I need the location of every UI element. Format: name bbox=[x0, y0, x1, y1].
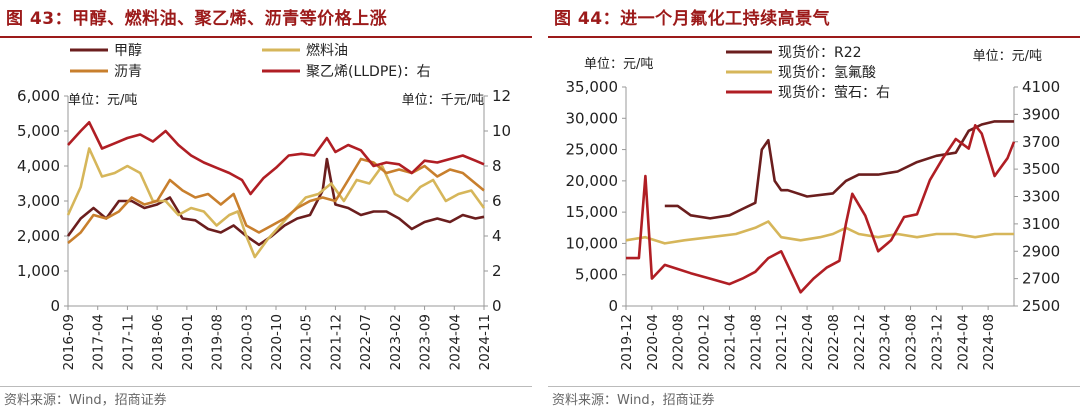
x-tick-label: 2017-04 bbox=[91, 314, 107, 370]
series-line bbox=[67, 157, 485, 245]
x-tick-label: 2024-04 bbox=[955, 314, 971, 370]
source-rule bbox=[548, 386, 1080, 387]
y-tick-label-right: 3900 bbox=[1022, 105, 1060, 123]
chart-methanol-fueloil-lldpe-asphalt: 0 1,000 2,000 3,000 4,000 5,000 6,000 0 2 4 6 8 10 12… bbox=[17, 42, 511, 370]
left-unit-label: 单位：元/吨 bbox=[584, 57, 653, 72]
y-tick-label-left: 4,000 bbox=[17, 157, 60, 175]
chart-panel-left: 图 43：甲醇、燃料油、聚乙烯、沥青等价格上涨 0 1,000 2,000 3,000… bbox=[0, 0, 532, 411]
y-tick-label-left: 15,000 bbox=[566, 203, 619, 221]
y-tick-label-right: 10 bbox=[492, 122, 511, 140]
title-rule bbox=[548, 36, 1080, 38]
y-tick-label-left: 25,000 bbox=[566, 141, 619, 159]
y-tick-label-right: 12 bbox=[492, 87, 511, 105]
chart-title: 图 44：进一个月氟化工持续高景气 bbox=[554, 9, 831, 29]
x-tick-label: 2023-04 bbox=[878, 314, 894, 370]
source-rule bbox=[0, 386, 532, 387]
legend-label: 甲醇 bbox=[114, 42, 142, 59]
x-tick-label: 2023-08 bbox=[904, 314, 920, 370]
y-tick-label-right: 3300 bbox=[1022, 188, 1060, 206]
legend-label: 现货价：萤石：右 bbox=[778, 84, 890, 101]
y-tick-label-right: 2900 bbox=[1022, 242, 1060, 260]
y-tick-label-right: 4 bbox=[492, 227, 502, 245]
x-tick-label: 2016-09 bbox=[61, 314, 77, 370]
x-tick-label: 2017-11 bbox=[120, 314, 136, 370]
y-tick-label-right: 3700 bbox=[1022, 133, 1060, 151]
series-line bbox=[67, 121, 485, 196]
x-tick-label: 2020-12 bbox=[697, 314, 713, 370]
y-tick-label-right: 2 bbox=[492, 262, 502, 280]
left-unit-label: 单位：元/吨 bbox=[68, 93, 137, 108]
y-tick-label-right: 2500 bbox=[1022, 297, 1060, 315]
right-unit-label: 单位：元/吨 bbox=[973, 49, 1042, 64]
y-tick-label-left: 20,000 bbox=[566, 172, 619, 190]
x-tick-label: 2023-02 bbox=[388, 314, 404, 370]
x-tick-label: 2018-06 bbox=[150, 314, 166, 370]
title-rule bbox=[0, 36, 532, 38]
y-tick-label-right: 3100 bbox=[1022, 215, 1060, 233]
chart-fluorochemical-prices: 0 5,000 10,000 15,000 20,000 25,000 30,000 35,0… bbox=[566, 44, 1061, 370]
x-tick-label: 2021-12 bbox=[774, 314, 790, 370]
series-line bbox=[66, 147, 486, 259]
series-line bbox=[66, 157, 485, 247]
y-tick-label-left: 5,000 bbox=[17, 122, 60, 140]
x-tick-label: 2022-12 bbox=[852, 314, 868, 370]
y-tick-label-right: 3500 bbox=[1022, 160, 1060, 178]
x-tick-label: 2024-04 bbox=[447, 314, 463, 370]
legend-label: 现货价：R22 bbox=[778, 44, 862, 61]
legend-label: 燃料油 bbox=[306, 42, 348, 59]
y-tick-label-left: 35,000 bbox=[566, 78, 619, 96]
x-tick-label: 2021-12 bbox=[328, 314, 344, 370]
y-tick-label-right: 8 bbox=[492, 157, 502, 175]
x-tick-label: 2019-12 bbox=[619, 314, 635, 370]
y-tick-label-right: 2700 bbox=[1022, 270, 1060, 288]
series-line bbox=[664, 120, 1014, 220]
x-tick-label: 2022-07 bbox=[358, 314, 374, 370]
x-tick-label: 2024-11 bbox=[477, 314, 493, 370]
y-tick-label-left: 6,000 bbox=[17, 87, 60, 105]
y-tick-label-left: 30,000 bbox=[566, 109, 619, 127]
right-unit-label: 单位：千元/吨 bbox=[402, 93, 484, 108]
y-tick-label-left: 3,000 bbox=[17, 192, 60, 210]
x-tick-label: 2019-08 bbox=[210, 314, 226, 370]
legend-label: 现货价：氢氟酸 bbox=[778, 64, 876, 81]
source-note: 资料来源：Wind，招商证券 bbox=[4, 393, 167, 408]
x-tick-label: 2021-05 bbox=[299, 314, 315, 370]
x-tick-label: 2021-04 bbox=[722, 314, 738, 370]
y-tick-label-left: 0 bbox=[50, 297, 60, 315]
legend-label: 聚乙烯(LLDPE)：右 bbox=[306, 64, 431, 80]
y-tick-label-right: 0 bbox=[492, 297, 502, 315]
x-tick-label: 2022-04 bbox=[800, 314, 816, 370]
series-line bbox=[626, 124, 1016, 294]
source-note: 资料来源：Wind，招商证券 bbox=[552, 393, 715, 408]
chart-title: 图 43：甲醇、燃料油、聚乙烯、沥青等价格上涨 bbox=[6, 9, 388, 29]
y-tick-label-left: 2,000 bbox=[17, 227, 60, 245]
x-tick-label: 2021-08 bbox=[748, 314, 764, 370]
x-tick-label: 2019-01 bbox=[180, 314, 196, 370]
y-tick-label-left: 1,000 bbox=[17, 262, 60, 280]
series-line bbox=[625, 220, 1014, 245]
x-tick-label: 2022-08 bbox=[826, 314, 842, 370]
y-tick-label-right: 6 bbox=[492, 192, 502, 210]
y-tick-label-left: 0 bbox=[608, 297, 618, 315]
legend-label: 沥青 bbox=[114, 64, 142, 80]
x-tick-label: 2020-04 bbox=[645, 314, 661, 370]
x-tick-label: 2024-08 bbox=[981, 314, 997, 370]
x-tick-label: 2020-08 bbox=[671, 314, 687, 370]
x-tick-label: 2023-12 bbox=[929, 314, 945, 370]
chart-panel-right: 图 44：进一个月氟化工持续高景气 0 5,000 10,000 15,000 20,0… bbox=[548, 0, 1080, 411]
y-tick-label-right: 4100 bbox=[1022, 78, 1060, 96]
x-tick-label: 2020-10 bbox=[269, 314, 285, 370]
y-tick-label-left: 10,000 bbox=[566, 234, 619, 252]
x-tick-label: 2023-09 bbox=[418, 314, 434, 370]
x-tick-label: 2020-03 bbox=[239, 314, 255, 370]
y-tick-label-left: 5,000 bbox=[575, 266, 618, 284]
